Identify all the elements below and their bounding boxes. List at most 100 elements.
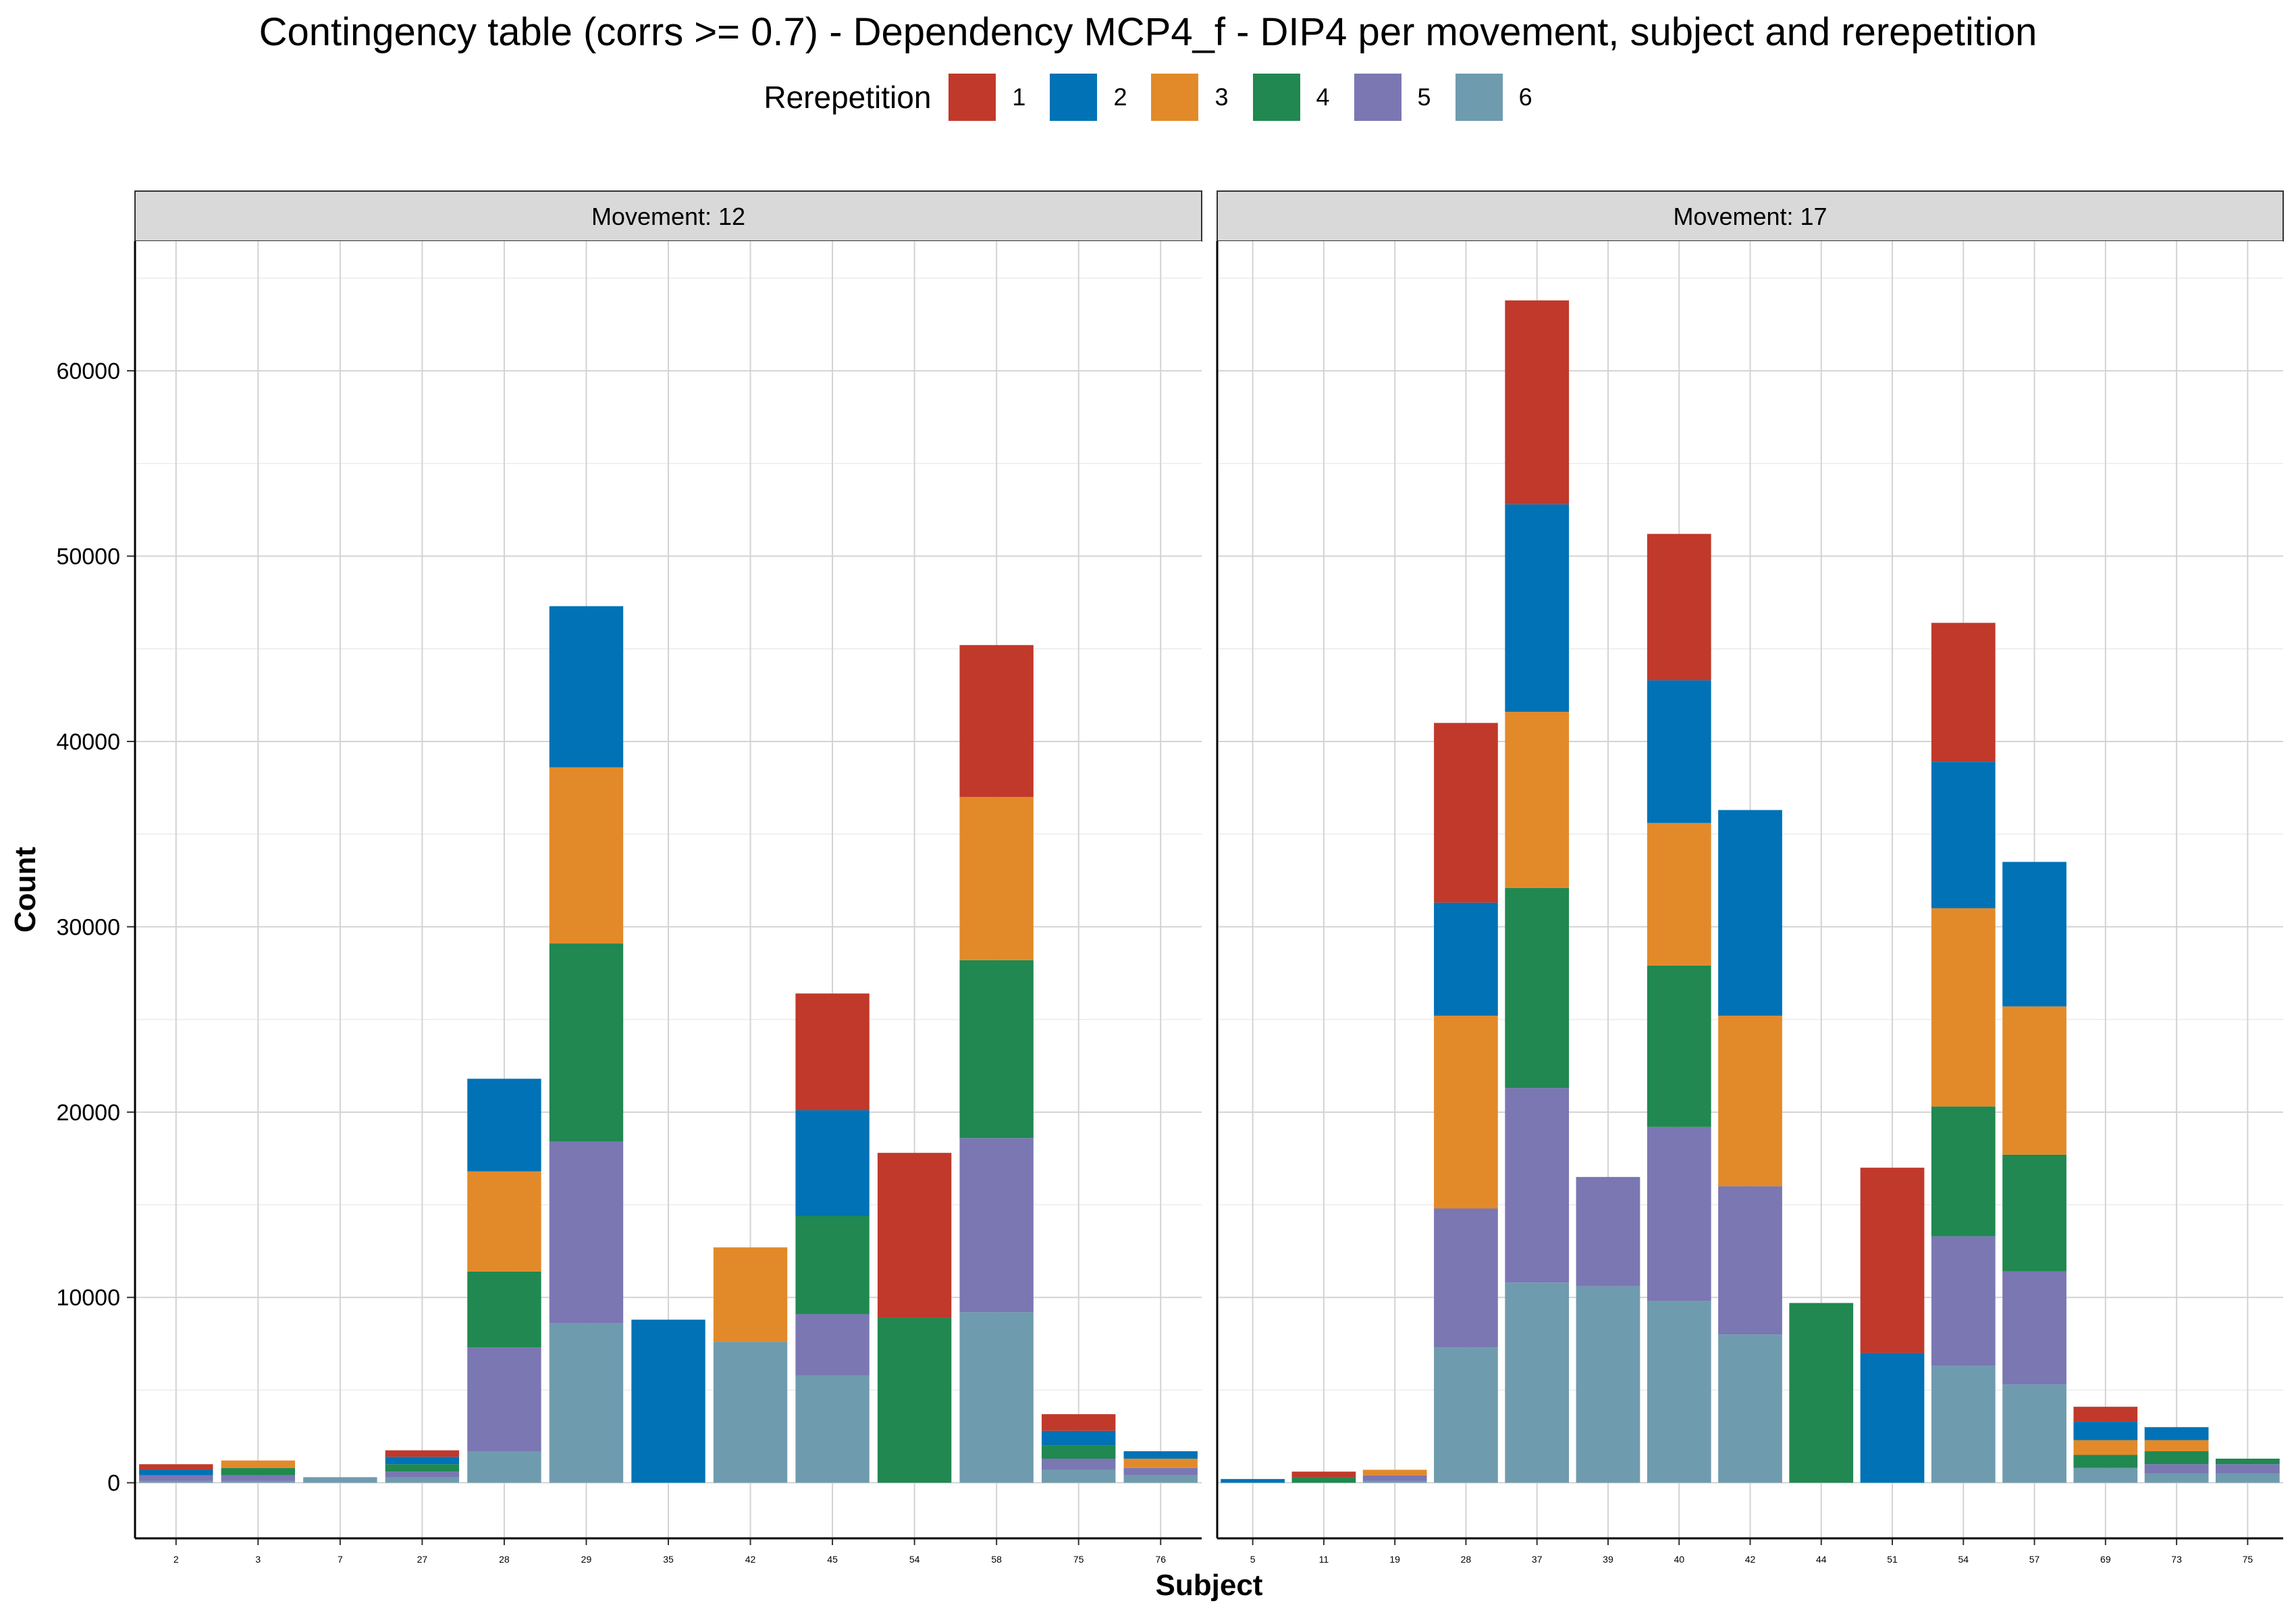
legend-swatch-1 <box>949 74 996 121</box>
chart-title: Contingency table (corrs >= 0.7) - Depen… <box>259 10 2037 54</box>
bar-segment-58-rep4 <box>959 960 1034 1139</box>
bar-segment-37-rep2 <box>1505 504 1570 712</box>
legend-item-5: 5 <box>1354 74 1431 121</box>
x-tick-label: 35 <box>663 1554 674 1565</box>
bar-segment-3-rep3 <box>221 1460 295 1468</box>
bar-segment-42-rep3 <box>713 1247 788 1343</box>
legend-label-6: 6 <box>1518 83 1532 111</box>
bar-segment-42-rep3 <box>1718 1016 1782 1187</box>
bar-segment-69-rep1 <box>2073 1407 2138 1422</box>
bar-segment-54-rep3 <box>1931 908 1996 1107</box>
bar-segment-11-rep1 <box>1291 1471 1356 1478</box>
legend-label-3: 3 <box>1214 83 1229 111</box>
x-tick-label: 37 <box>1532 1554 1543 1565</box>
x-tick-label: 39 <box>1603 1554 1613 1565</box>
bar-segment-42-rep6 <box>1718 1334 1782 1483</box>
bar-segment-75-rep1 <box>1042 1414 1116 1431</box>
legend-label-5: 5 <box>1417 83 1431 111</box>
bar-segment-37-rep1 <box>1505 300 1570 504</box>
bar-segment-54-rep6 <box>1931 1365 1996 1483</box>
x-tick-label: 27 <box>417 1554 428 1565</box>
bar-segment-3-rep5 <box>221 1475 295 1481</box>
legend-swatch-5 <box>1354 74 1401 121</box>
bar-segment-27-rep2 <box>385 1457 460 1465</box>
bar-segment-54-rep1 <box>1931 623 1996 762</box>
bar-segment-28-rep5 <box>467 1347 541 1452</box>
bar-segment-42-rep5 <box>1718 1186 1782 1335</box>
bar-segment-28-rep4 <box>467 1271 541 1348</box>
panel-strip <box>1217 190 2284 242</box>
bar-segment-57-rep6 <box>2002 1384 2066 1483</box>
x-tick-label: 40 <box>1674 1554 1684 1565</box>
bar-segment-76-rep3 <box>1123 1458 1198 1468</box>
bar-segment-51-rep2 <box>1860 1353 1925 1483</box>
bar-segment-69-rep2 <box>2073 1422 2138 1440</box>
bar-segment-37-rep5 <box>1505 1088 1570 1283</box>
x-tick-label: 54 <box>909 1554 920 1565</box>
bar-segment-44-rep4 <box>1789 1303 1854 1483</box>
y-axis-title: Count <box>9 847 42 933</box>
panel-title: Movement: 17 <box>1673 203 1827 230</box>
bar-segment-45-rep2 <box>795 1110 870 1216</box>
bar-segment-19-rep3 <box>1362 1469 1427 1476</box>
x-tick-label: 28 <box>1461 1554 1472 1565</box>
bar-segment-37-rep6 <box>1505 1282 1570 1483</box>
bar-segment-40-rep4 <box>1647 966 1711 1127</box>
legend-swatch-6 <box>1455 74 1503 121</box>
bar-segment-19-rep6 <box>1362 1480 1427 1483</box>
bar-segment-75-rep6 <box>2215 1473 2280 1483</box>
bar-segment-45-rep4 <box>795 1216 870 1314</box>
bar-segment-57-rep5 <box>2002 1271 2066 1385</box>
bar-segment-73-rep4 <box>2144 1451 2209 1465</box>
bar-segment-28-rep3 <box>1434 1016 1498 1209</box>
x-tick-label: 51 <box>1887 1554 1898 1565</box>
x-tick-label: 2 <box>173 1554 179 1565</box>
bar-segment-75-rep6 <box>1042 1469 1116 1483</box>
legend-label-2: 2 <box>1113 83 1127 111</box>
bar-segment-58-rep6 <box>959 1312 1034 1483</box>
bar-segment-73-rep3 <box>2144 1440 2209 1452</box>
bar-segment-27-rep6 <box>385 1477 460 1483</box>
y-tick-label: 0 <box>107 1471 120 1496</box>
legend-swatch-2 <box>1050 74 1098 121</box>
bar-segment-57-rep2 <box>2002 862 2066 1007</box>
bar-segment-28-rep2 <box>467 1078 541 1172</box>
bar-segment-37-rep4 <box>1505 887 1570 1089</box>
x-tick-label: 73 <box>2171 1554 2182 1565</box>
x-axis-title: Subject <box>1156 1569 1263 1602</box>
bar-segment-28-rep1 <box>1434 723 1498 903</box>
bar-segment-28-rep2 <box>1434 902 1498 1016</box>
x-tick-label: 54 <box>1958 1554 1969 1565</box>
bar-segment-54-rep5 <box>1931 1236 1996 1366</box>
bar-segment-69-rep6 <box>2073 1467 2138 1483</box>
bar-segment-27-rep5 <box>385 1471 460 1478</box>
x-tick-label: 19 <box>1389 1554 1400 1565</box>
legend-label-4: 4 <box>1316 83 1330 111</box>
y-tick-label: 10000 <box>56 1285 120 1311</box>
bar-segment-76-rep5 <box>1123 1467 1198 1476</box>
bar-segment-28-rep5 <box>1434 1208 1498 1348</box>
bar-segment-57-rep4 <box>2002 1154 2066 1272</box>
bar-segment-2-rep1 <box>139 1464 213 1470</box>
legend-item-4: 4 <box>1252 74 1330 121</box>
x-tick-label: 76 <box>1155 1554 1166 1565</box>
bar-segment-58-rep3 <box>959 797 1034 960</box>
bar-segment-3-rep6 <box>221 1480 295 1483</box>
bar-segment-29-rep2 <box>549 606 624 768</box>
x-tick-label: 7 <box>338 1554 343 1565</box>
bar-segment-40-rep3 <box>1647 823 1711 966</box>
bar-segment-28-rep6 <box>467 1451 541 1483</box>
legend-item-2: 2 <box>1050 74 1127 121</box>
bar-segment-2-rep6 <box>139 1480 213 1483</box>
bar-segment-45-rep1 <box>795 993 870 1111</box>
legend-swatch-4 <box>1252 74 1300 121</box>
x-tick-label: 75 <box>1073 1554 1084 1565</box>
x-tick-label: 69 <box>2100 1554 2111 1565</box>
bar-segment-40-rep1 <box>1647 533 1711 681</box>
x-tick-label: 57 <box>2029 1554 2040 1565</box>
x-tick-label: 5 <box>1250 1554 1256 1565</box>
bar-segment-57-rep3 <box>2002 1006 2066 1155</box>
bar-segment-73-rep6 <box>2144 1473 2209 1483</box>
x-tick-label: 3 <box>255 1554 261 1565</box>
